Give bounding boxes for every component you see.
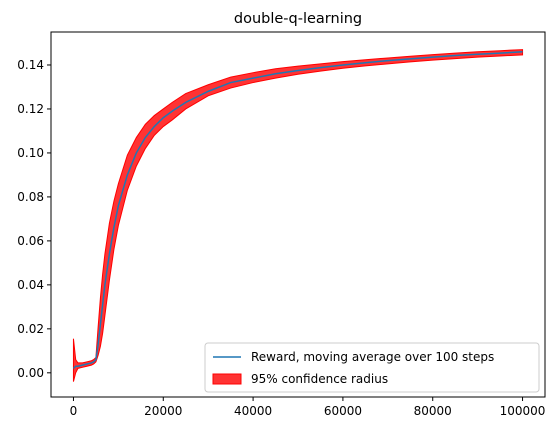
legend: Reward, moving average over 100 steps 95%…	[204, 342, 540, 393]
legend-box	[204, 342, 540, 393]
x-tick-label: 40000	[234, 404, 272, 418]
y-tick-label: 0.04	[17, 278, 44, 292]
y-tick-label: 0.06	[17, 234, 44, 248]
legend-label-reward: Reward, moving average over 100 steps	[251, 350, 494, 364]
legend-band-swatch	[212, 373, 242, 385]
confidence-band	[72, 49, 524, 382]
x-tick-label: 20000	[144, 404, 182, 418]
x-tick-label: 0	[70, 404, 78, 418]
y-tick-label: 0.00	[17, 366, 44, 380]
y-tick-label: 0.12	[17, 102, 44, 116]
x-tick-label: 60000	[324, 404, 362, 418]
x-axis: 0 20000 40000 60000 80000 100000	[70, 397, 546, 418]
y-tick-label: 0.02	[17, 322, 44, 336]
y-axis: 0.00 0.02 0.04 0.06 0.08 0.10 0.12 0.14	[17, 58, 51, 380]
x-tick-label: 80000	[414, 404, 452, 418]
chart-title: double-q-learning	[234, 11, 362, 27]
y-tick-label: 0.10	[17, 146, 44, 160]
y-tick-label: 0.14	[17, 58, 44, 72]
legend-label-confidence: 95% confidence radius	[251, 372, 388, 386]
x-tick-label: 100000	[500, 404, 546, 418]
plot-area	[72, 49, 524, 382]
reward-line	[72, 51, 523, 369]
axes-frame	[50, 31, 546, 398]
y-tick-label: 0.08	[17, 190, 44, 204]
